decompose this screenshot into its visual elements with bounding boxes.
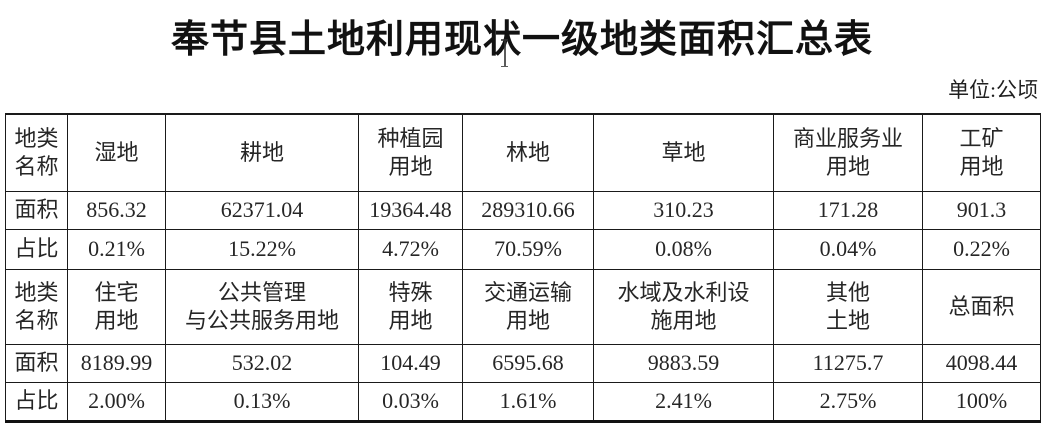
- header-cell-other-land: 其他 土地: [773, 268, 923, 345]
- header-cell-cropland: 耕地: [165, 113, 359, 192]
- header-cell-transport: 交通运输 用地: [462, 268, 594, 345]
- share-value-cell: 2.75%: [773, 381, 923, 422]
- header-cell-water-facilities: 水域及水利设 施用地: [593, 268, 774, 345]
- share-value-cell: 0.21%: [67, 228, 166, 270]
- share-value-cell: 2.41%: [593, 381, 774, 422]
- area-value-cell: 171.28: [773, 190, 923, 230]
- header-cell-wetland: 湿地: [67, 113, 166, 192]
- section1-area-row: 面积 856.32 62371.04 19364.48 289310.66 31…: [5, 190, 1041, 230]
- area-value-cell: 901.3: [922, 190, 1041, 230]
- area-value-cell: 8189.99: [67, 343, 166, 383]
- share-value-cell: 0.13%: [165, 381, 359, 422]
- section2-share-row: 占比 2.00% 0.13% 0.03% 1.61% 2.41% 2.75% 1…: [5, 381, 1041, 422]
- header-cell-special: 特殊 用地: [358, 268, 463, 345]
- unit-label: 单位:公顷: [948, 78, 1038, 102]
- header-cell-industrial-mining: 工矿 用地: [922, 113, 1041, 192]
- area-value-cell: 11275.7: [773, 343, 923, 383]
- section1-header-row: 地类 名称 湿地 耕地 种植园 用地 林地 草地: [5, 113, 1041, 192]
- share-value-cell: 70.59%: [462, 228, 594, 270]
- header-cell-forest: 林地: [462, 113, 594, 192]
- row-label-area: 面积: [5, 343, 68, 383]
- land-use-summary-table: 地类 名称 湿地 耕地 种植园 用地 林地 草地: [5, 113, 1041, 423]
- section2-area-row: 面积 8189.99 532.02 104.49 6595.68 9883.59…: [5, 343, 1041, 383]
- area-value-cell: 532.02: [165, 343, 359, 383]
- row-label-landtype: 地类 名称: [5, 268, 68, 345]
- row-label-area: 面积: [5, 190, 68, 230]
- area-value-cell: 6595.68: [462, 343, 594, 383]
- area-value-cell: 4098.44: [922, 343, 1041, 383]
- share-value-cell: 15.22%: [165, 228, 359, 270]
- area-value-cell: 19364.48: [358, 190, 463, 230]
- row-label-share: 占比: [5, 381, 68, 422]
- share-value-cell: 0.04%: [773, 228, 923, 270]
- area-value-cell: 9883.59: [593, 343, 774, 383]
- page-title: 奉节县土地利用现状一级地类面积汇总表: [170, 19, 873, 61]
- header-cell-commercial: 商业服务业 用地: [773, 113, 923, 192]
- header-cell-grassland: 草地: [593, 113, 774, 192]
- area-value-cell: 310.23: [593, 190, 774, 230]
- text-cursor-ibeam: [500, 39, 509, 67]
- section1-share-row: 占比 0.21% 15.22% 4.72% 70.59% 0.08% 0.04%…: [5, 228, 1041, 270]
- row-label-share: 占比: [5, 228, 68, 270]
- area-value-cell: 856.32: [67, 190, 166, 230]
- header-cell-public-service: 公共管理 与公共服务用地: [165, 268, 359, 345]
- header-cell-plantation: 种植园 用地: [358, 113, 463, 192]
- share-value-cell: 1.61%: [462, 381, 594, 422]
- header-cell-total-area: 总面积: [922, 268, 1041, 345]
- area-value-cell: 104.49: [358, 343, 463, 383]
- share-value-cell: 2.00%: [67, 381, 166, 422]
- share-value-cell: 0.03%: [358, 381, 463, 422]
- share-value-cell: 0.22%: [922, 228, 1041, 270]
- share-value-cell: 100%: [922, 381, 1041, 422]
- header-cell-residential: 住宅 用地: [67, 268, 166, 345]
- area-value-cell: 289310.66: [462, 190, 594, 230]
- area-value-cell: 62371.04: [165, 190, 359, 230]
- share-value-cell: 4.72%: [358, 228, 463, 270]
- share-value-cell: 0.08%: [593, 228, 774, 270]
- row-label-landtype: 地类 名称: [5, 113, 68, 192]
- section2-header-row: 地类 名称 住宅 用地 公共管理 与公共服务用地 特殊 用地 交通运输 用地 水…: [5, 268, 1041, 345]
